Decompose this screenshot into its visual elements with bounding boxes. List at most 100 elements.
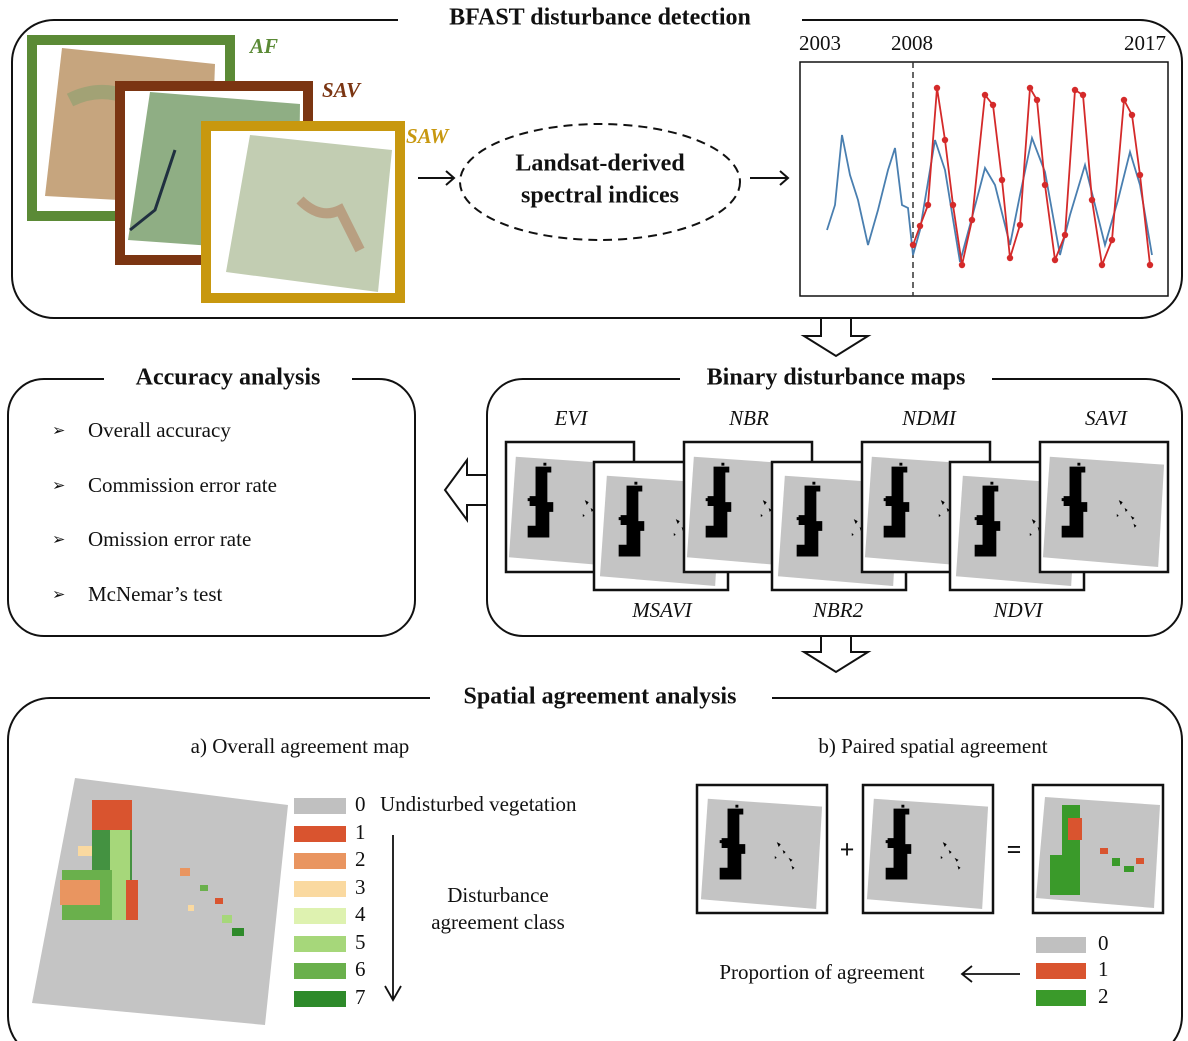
point (942, 137, 948, 143)
class-label: 5 (355, 930, 366, 954)
class-description: Undisturbed vegetation (380, 792, 577, 816)
index-label: MSAVI (631, 598, 693, 622)
bullet: ➢ (52, 532, 65, 549)
class-label: 0 (1098, 931, 1109, 955)
point (990, 102, 996, 108)
shape (1136, 858, 1144, 864)
point (999, 177, 1005, 183)
point (1137, 172, 1143, 178)
point (1147, 262, 1153, 268)
point (1062, 232, 1068, 238)
section-title: Spatial agreement analysis (464, 684, 737, 710)
point (1027, 85, 1033, 91)
shape (294, 936, 346, 952)
point (910, 242, 916, 248)
year-label: 2017 (1124, 31, 1166, 55)
list-item: Overall accuracy (88, 418, 231, 442)
panel-title: a) Overall agreement map (191, 734, 410, 758)
arrow (750, 171, 788, 185)
accuracy-list: ➢ Overall accuracy ➢ Commission error ra… (52, 418, 277, 606)
class-label: 7 (355, 985, 366, 1009)
point (969, 217, 975, 223)
site-label: AF (248, 34, 278, 58)
flow-arrow (445, 460, 487, 520)
point (1121, 97, 1127, 103)
class-label: 4 (355, 902, 366, 926)
shape (232, 928, 244, 936)
point (1007, 255, 1013, 261)
index-label: EVI (554, 406, 589, 430)
index-label: NDMI (901, 406, 957, 430)
section-title: Accuracy analysis (136, 365, 321, 391)
shape (294, 826, 346, 842)
shape (92, 800, 132, 830)
class-label: 1 (1098, 957, 1109, 981)
axis-label: agreement class (431, 910, 565, 934)
shape (1068, 818, 1082, 840)
point (1099, 262, 1105, 268)
year-label: 2003 (799, 31, 841, 55)
shape (294, 798, 346, 814)
point (982, 92, 988, 98)
class-label: 2 (1098, 984, 1109, 1008)
shape (78, 846, 92, 856)
class-label: 6 (355, 957, 366, 981)
bullet: ➢ (52, 478, 65, 495)
point (917, 223, 923, 229)
shape (200, 885, 208, 891)
shape (180, 868, 190, 876)
point (934, 85, 940, 91)
page: BFAST workflow {"bfast": {"title": "BFAS… (0, 0, 1188, 1041)
index-label: NBR (728, 406, 769, 430)
map-thumbnail (701, 799, 822, 909)
shape (294, 991, 346, 1007)
class-label: 1 (355, 820, 366, 844)
point (1109, 237, 1115, 243)
list-item: Omission error rate (88, 527, 251, 551)
agreement-legend: 0 1 2 3 4 5 6 7 Undisturbed vegetation D… (294, 792, 577, 1009)
shape (222, 915, 232, 923)
index-label: NDVI (993, 598, 1044, 622)
bullet: ➢ (52, 423, 65, 440)
point (1089, 197, 1095, 203)
shape (188, 905, 194, 911)
point (1042, 182, 1048, 188)
shape (294, 908, 346, 924)
arrow (418, 171, 454, 185)
section-title: Binary disturbance maps (707, 365, 966, 391)
point (925, 202, 931, 208)
index-label: SAVI (1085, 406, 1128, 430)
map-thumbnail (1043, 457, 1164, 567)
point (1080, 92, 1086, 98)
shape (1112, 858, 1120, 866)
shape (1100, 848, 1108, 854)
point (950, 202, 956, 208)
shape (126, 880, 138, 920)
point (1017, 222, 1023, 228)
operator: = (1007, 835, 1022, 864)
site-label: SAW (406, 124, 450, 148)
binary-maps (506, 442, 1168, 590)
process-label: Landsat-derived (515, 151, 685, 177)
bullet: ➢ (52, 587, 65, 604)
output-label: Proportion of agreement (719, 960, 924, 984)
point (1129, 112, 1135, 118)
class-arrow (385, 835, 401, 1000)
arrow (962, 966, 1020, 982)
point (1052, 257, 1058, 263)
shape (215, 898, 223, 904)
list-item: Commission error rate (88, 473, 277, 497)
shape (1124, 866, 1134, 872)
section-title: BFAST disturbance detection (449, 5, 751, 31)
point (1034, 97, 1040, 103)
shape (294, 853, 346, 869)
point (959, 262, 965, 268)
time-series: 2003 2008 2017 (799, 31, 1168, 296)
panel-title: b) Paired spatial agreement (818, 734, 1047, 758)
axis-label: Disturbance (447, 883, 548, 907)
paired-maps: + = (697, 785, 1163, 913)
operator: + (840, 835, 855, 864)
shape (1036, 990, 1086, 1006)
shape (60, 880, 100, 905)
flow-arrow (804, 318, 868, 356)
